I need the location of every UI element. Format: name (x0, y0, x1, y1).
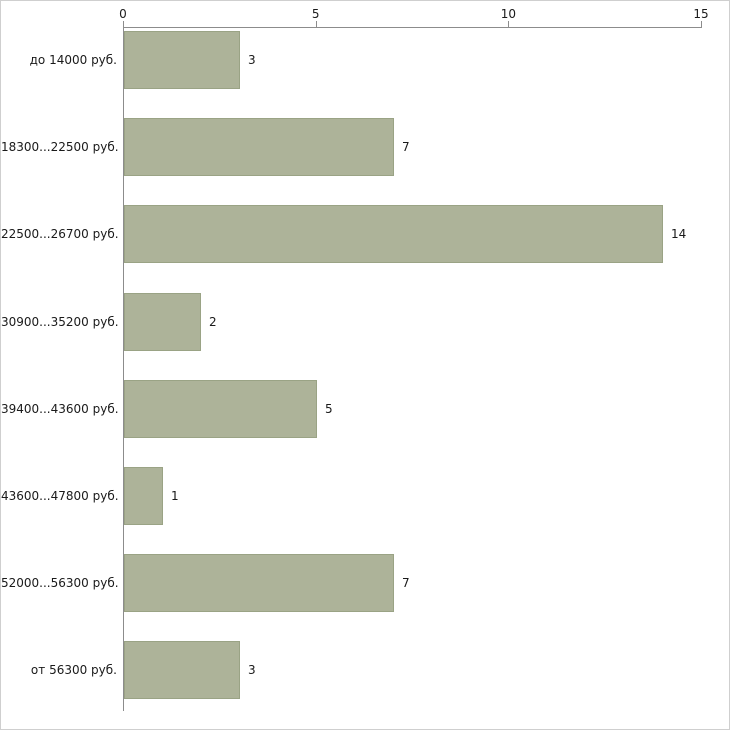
bar-row: 30900...35200 руб. 2 (1, 292, 729, 351)
bar (124, 554, 394, 613)
bar-row: 22500...26700 руб. 14 (1, 205, 729, 264)
bar-row: 39400...43600 руб. 5 (1, 379, 729, 438)
bar-row: 18300...22500 руб. 7 (1, 118, 729, 177)
category-label: 43600...47800 руб. (1, 489, 119, 503)
bar (124, 31, 240, 89)
category-label: 18300...22500 руб. (1, 140, 119, 155)
bar-row: до 14000 руб. 3 (1, 31, 729, 89)
value-label: 3 (248, 663, 256, 678)
x-axis-tick-label: 0 (119, 7, 127, 21)
value-label: 7 (402, 140, 410, 155)
category-label: до 14000 руб. (29, 53, 117, 67)
bar (124, 205, 663, 264)
value-label: 2 (209, 314, 217, 329)
x-axis-tick-mark (508, 21, 510, 27)
x-axis-tick-mark (315, 21, 317, 27)
value-label: 1 (171, 489, 179, 503)
x-axis-tick-label: 5 (311, 7, 320, 21)
bar (124, 379, 317, 438)
value-label: 7 (402, 576, 410, 591)
x-axis-tick-label: 15 (693, 7, 709, 21)
x-axis-tick-mark (123, 21, 124, 27)
category-label: 52000...56300 руб. (1, 576, 119, 591)
category-label: 39400...43600 руб. (1, 401, 119, 416)
bar (124, 292, 201, 351)
x-axis-line (123, 27, 702, 28)
category-label: 22500...26700 руб. (1, 227, 119, 242)
bar (124, 467, 163, 525)
category-label: от 56300 руб. (30, 663, 117, 678)
bar-row: от 56300 руб. 3 (1, 641, 729, 700)
bar-row: 52000...56300 руб. 7 (1, 554, 729, 613)
value-label: 3 (248, 53, 256, 67)
x-axis-tick-label: 10 (500, 7, 516, 21)
value-label: 14 (671, 227, 687, 242)
bar-row: 43600...47800 руб. 1 (1, 467, 729, 525)
x-axis-tick-mark (701, 21, 702, 27)
bar (124, 118, 394, 177)
bar (124, 641, 240, 700)
category-label: 30900...35200 руб. (1, 314, 119, 329)
y-axis-line (123, 27, 124, 711)
value-label: 5 (325, 401, 333, 416)
